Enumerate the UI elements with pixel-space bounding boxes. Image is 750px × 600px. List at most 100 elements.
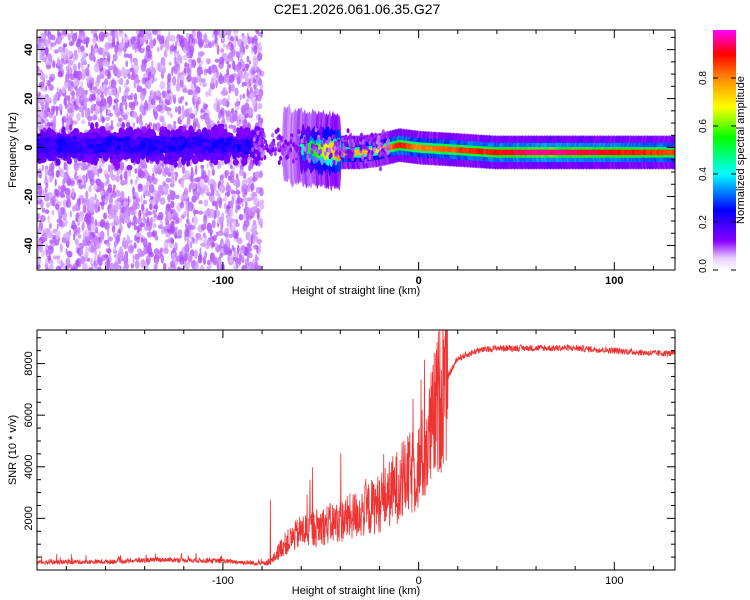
noise-speck [184,228,190,238]
noise-speck [44,209,50,215]
noise-speck [250,233,254,244]
noise-speck [129,52,133,60]
noise-speck [60,51,67,60]
noise-speck [134,73,139,79]
noise-speck [123,211,129,220]
noise-speck [81,221,85,231]
noise-speck [214,58,220,63]
noise-speck [127,95,133,101]
noise-speck [179,99,183,104]
noise-band-cell [121,121,125,130]
noise-speck [234,87,239,97]
noise-speck [82,174,86,180]
noise-band-cell [155,156,160,165]
noise-speck [97,168,103,174]
noise-speck [213,71,217,78]
noise-speck [260,123,263,129]
noise-speck [216,45,220,55]
noise-speck [258,114,261,120]
noise-speck [130,178,133,185]
noise-band-cell [139,140,146,148]
noise-speck [218,56,224,65]
noise-speck [130,103,136,111]
noise-speck [189,240,193,249]
noise-speck [157,211,164,221]
noise-speck [241,41,244,47]
noise-speck [73,161,80,172]
noise-speck [47,34,51,45]
noise-speck [170,200,175,209]
noise-speck [105,107,108,117]
noise-speck [67,119,71,125]
noise-speck [235,173,239,180]
noise-band-cell [72,128,80,135]
noise-speck [257,52,262,60]
noise-speck [50,42,55,48]
noise-speck [77,179,83,184]
noise-speck [122,200,129,206]
noise-speck [90,257,93,265]
noise-speck [37,263,41,270]
noise-band-cell [204,156,211,161]
noise-speck [80,255,86,265]
noise-speck [167,172,172,177]
noise-speck [237,38,243,47]
noise-speck [149,94,153,100]
noise-speck [133,63,140,74]
noise-speck [55,170,60,178]
noise-speck [211,77,214,85]
noise-speck [45,242,49,252]
noise-band-cell [113,154,118,162]
noise-speck [145,170,149,178]
noise-speck [244,69,247,76]
noise-speck [56,57,60,67]
noise-band-cell [226,146,232,151]
noise-speck [199,114,205,120]
noise-speck [48,231,54,239]
noise-speck [204,114,210,123]
noise-speck [225,43,231,50]
noise-speck [203,232,206,239]
noise-speck [238,257,242,266]
noise-speck [259,170,263,179]
noise-speck [143,225,150,231]
noise-speck [245,206,252,213]
noise-speck [44,167,48,178]
noise-speck [246,197,252,202]
noise-speck [173,120,177,125]
noise-speck [66,112,69,120]
noise-speck [216,104,221,113]
noise-speck [132,203,138,210]
noise-speck [215,189,220,197]
noise-speck [219,248,225,253]
noise-speck [105,196,110,201]
noise-speck [53,235,56,244]
noise-speck [119,221,122,230]
noise-speck [133,93,138,102]
noise-speck [141,250,145,257]
noise-speck [163,262,167,270]
noise-speck [129,67,134,72]
noise-speck [65,248,68,255]
noise-speck [246,177,253,184]
noise-speck [132,186,135,196]
noise-speck [83,179,86,190]
noise-speck [106,242,111,247]
noise-speck [41,250,46,257]
noise-speck [93,236,100,245]
noise-speck [159,45,163,51]
noise-speck [69,85,74,93]
noise-speck [119,30,123,34]
noise-speck [227,255,230,263]
noise-speck [193,208,196,217]
noise-speck [209,232,212,237]
noise-speck [160,115,165,121]
noise-speck [209,195,215,203]
noise-speck [203,214,208,220]
noise-speck [110,79,117,89]
noise-speck [145,80,152,90]
noise-speck [207,176,210,186]
noise-speck [182,37,188,48]
noise-speck [235,207,238,214]
noise-speck [241,254,245,264]
